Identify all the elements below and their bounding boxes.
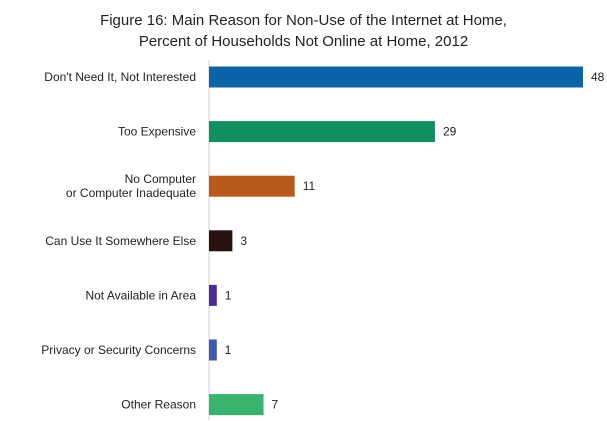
data-label-1: 29 <box>443 125 457 139</box>
data-label-4: 1 <box>225 288 232 302</box>
category-label-2: No Computer or Computer Inadequate <box>66 172 196 200</box>
category-label-line: No Computer <box>125 172 196 186</box>
category-label-6: Other Reason <box>121 398 196 412</box>
category-label-line: Other Reason <box>121 398 196 412</box>
bar-0 <box>209 66 583 88</box>
category-label-0: Don't Need It, Not Interested <box>44 70 196 84</box>
bar-4 <box>209 284 217 306</box>
bar-5 <box>209 339 217 361</box>
chart-title: Figure 16: Main Reason for Non-Use of th… <box>100 12 507 29</box>
category-label-line: Not Available in Area <box>85 288 196 302</box>
chart-title-block: Figure 16: Main Reason for Non-Use of th… <box>0 10 607 52</box>
data-label-0: 48 <box>591 70 605 84</box>
category-label-1: Too Expensive <box>118 125 196 139</box>
category-label-line: or Computer Inadequate <box>66 186 196 200</box>
category-label-3: Can Use It Somewhere Else <box>45 234 196 248</box>
bar-6 <box>209 394 264 416</box>
category-label-5: Privacy or Security Concerns <box>41 343 196 357</box>
category-label-line: Can Use It Somewhere Else <box>45 234 196 248</box>
bar-1 <box>209 121 435 143</box>
chart-subtitle: Percent of Households Not Online at Home… <box>138 33 469 50</box>
bar-3 <box>209 230 233 252</box>
category-label-line: Privacy or Security Concerns <box>41 343 196 357</box>
data-label-5: 1 <box>225 343 232 357</box>
data-label-2: 11 <box>303 179 316 193</box>
data-label-6: 7 <box>272 398 279 412</box>
category-label-4: Not Available in Area <box>85 288 196 302</box>
category-label-line: Don't Need It, Not Interested <box>44 70 196 84</box>
bar-2 <box>209 175 295 197</box>
data-label-3: 3 <box>240 234 247 248</box>
category-label-line: Too Expensive <box>118 125 196 139</box>
